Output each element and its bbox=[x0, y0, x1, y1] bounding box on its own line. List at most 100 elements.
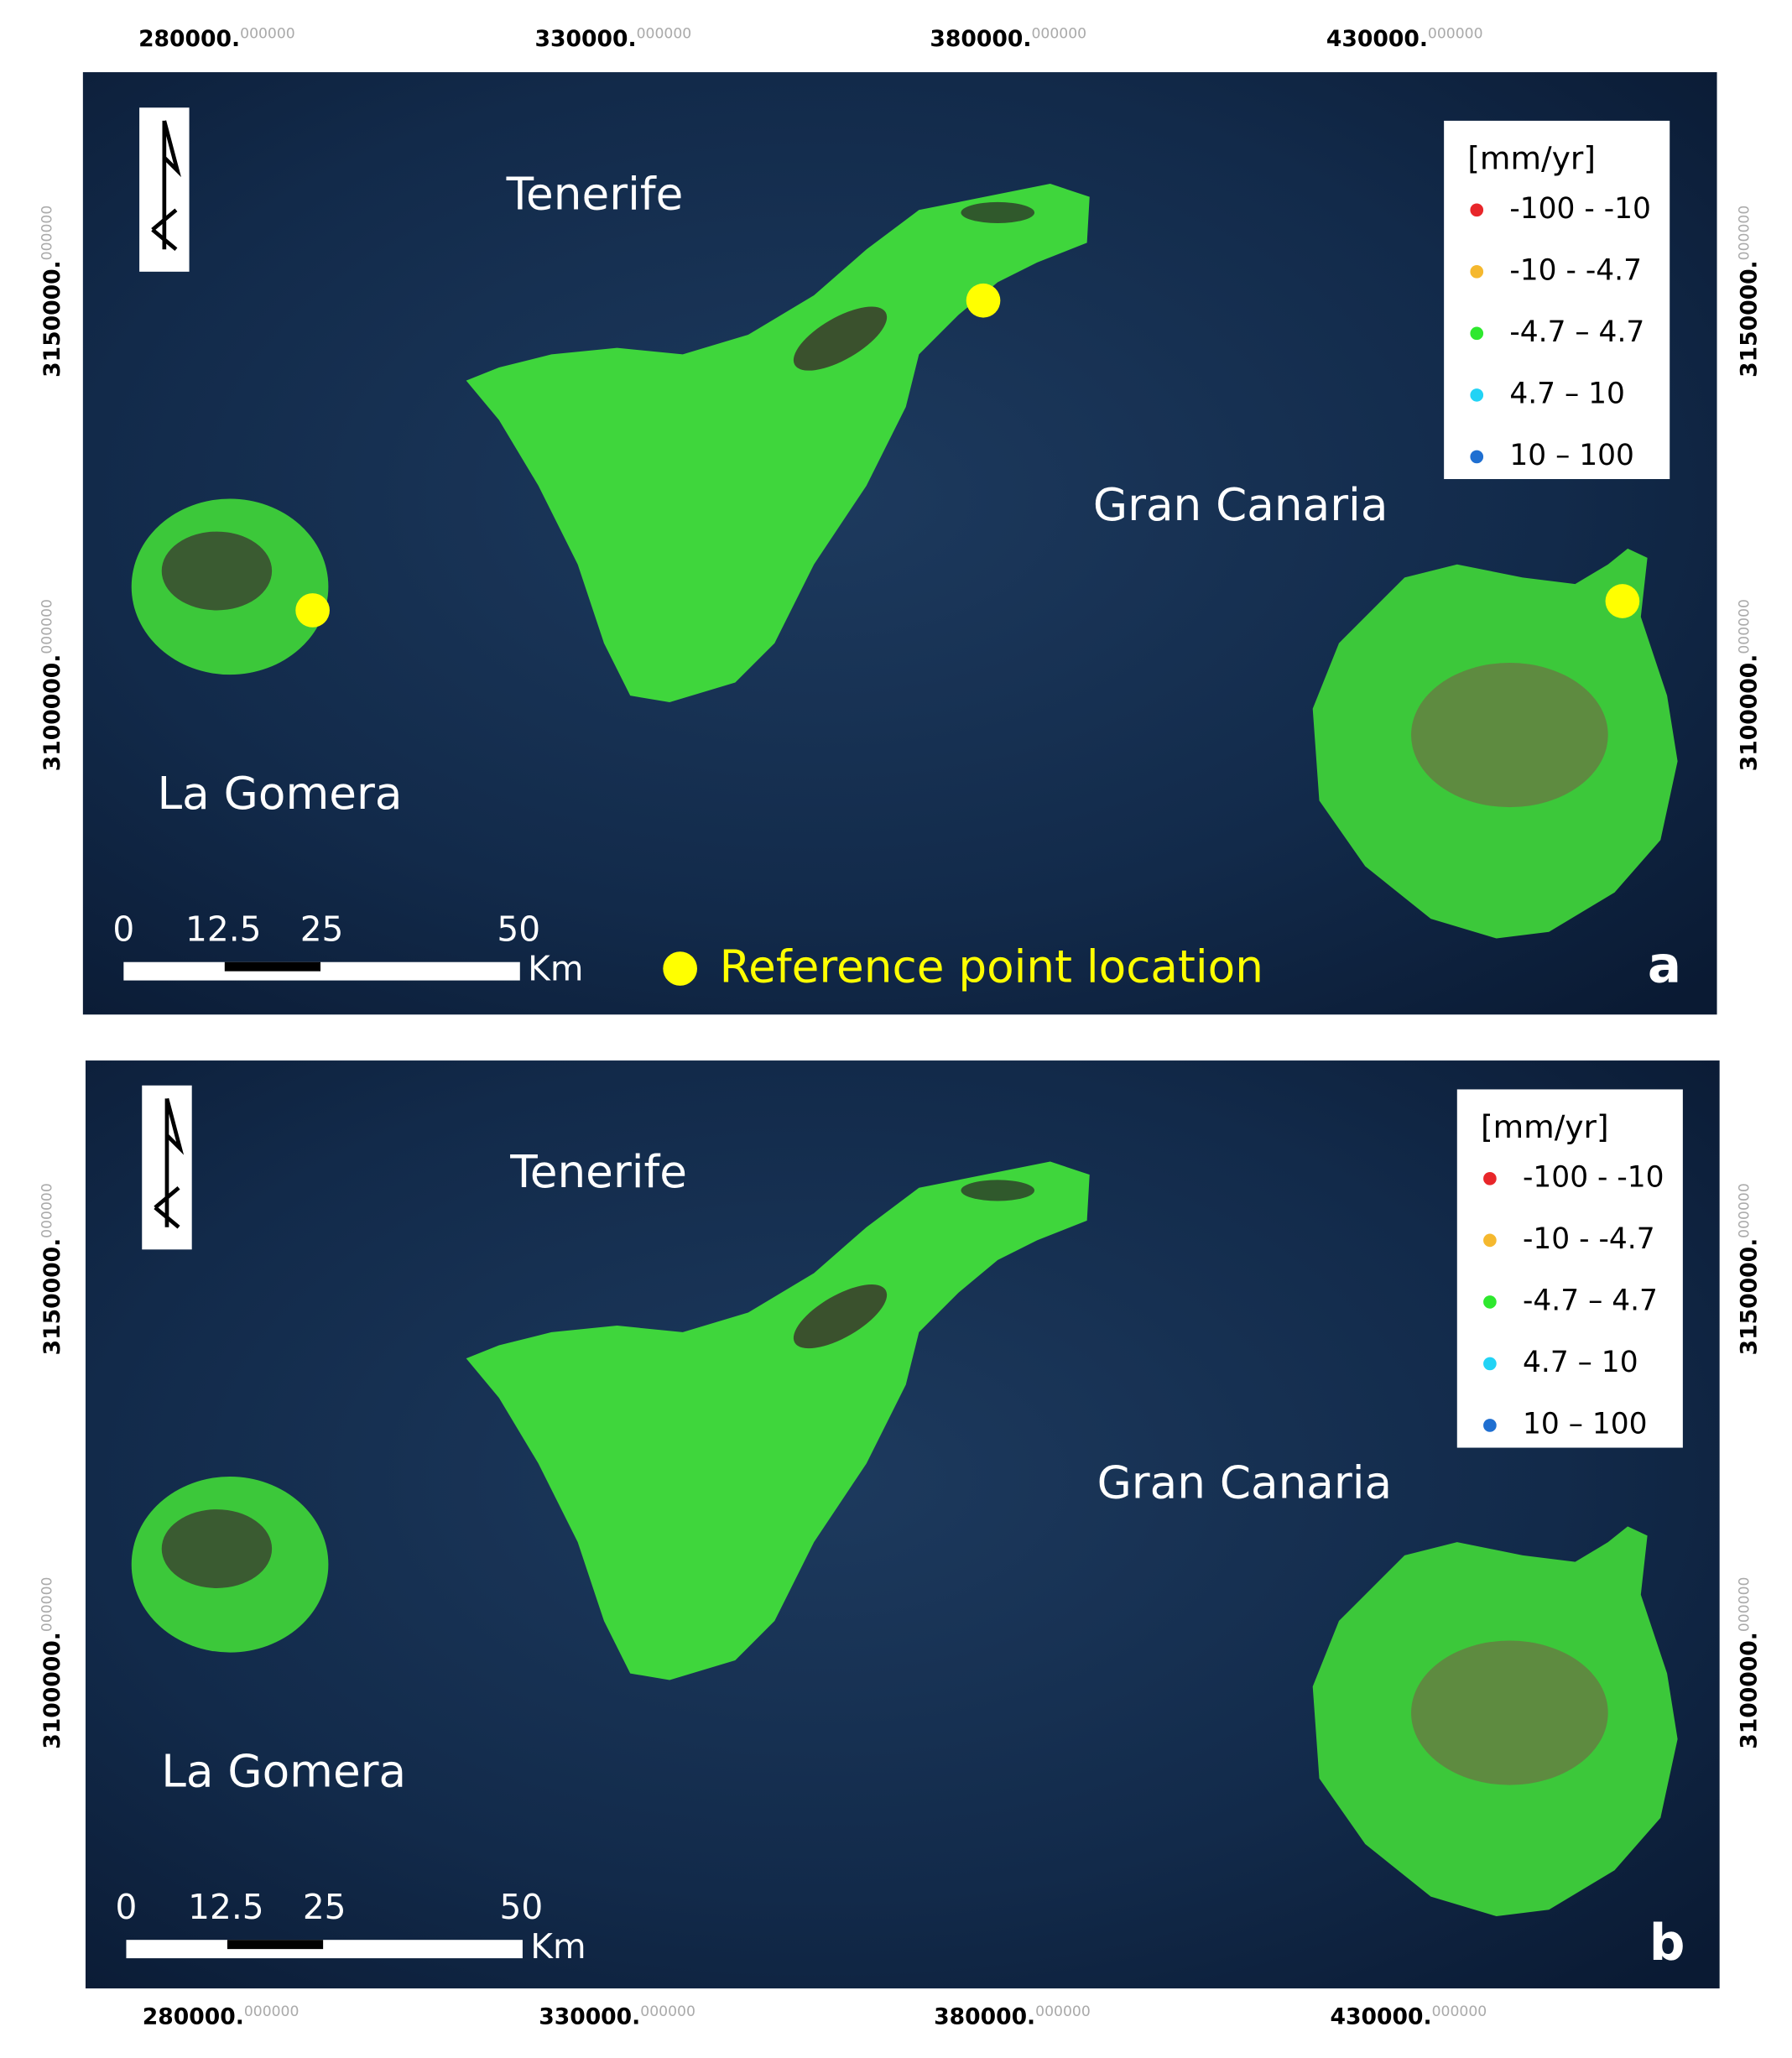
legend-label: -4.7 – 4.7 bbox=[1509, 315, 1644, 349]
legend-label: -4.7 – 4.7 bbox=[1523, 1284, 1658, 1317]
coordinate-label: 3150000.000000 bbox=[39, 206, 65, 378]
legend-swatch bbox=[1470, 326, 1484, 341]
reference-label: Reference point location bbox=[720, 941, 1263, 993]
coordinate-label: 280000.000000 bbox=[143, 2003, 300, 2029]
coordinate-decimals: 000000 bbox=[1736, 1577, 1753, 1633]
coordinate-main: 330000. bbox=[535, 25, 637, 51]
legend-title: [mm/yr] bbox=[1481, 1108, 1609, 1145]
scale-label: 25 bbox=[303, 1887, 346, 1927]
coordinate-label: 3150000.000000 bbox=[1736, 206, 1762, 378]
island-label: Gran Canaria bbox=[1097, 1457, 1393, 1509]
legend-swatch bbox=[1483, 1233, 1497, 1248]
legend-swatch bbox=[1470, 265, 1484, 279]
coordinate-label: 3100000.000000 bbox=[39, 1577, 65, 1749]
island-label: Tenerife bbox=[509, 1146, 687, 1198]
reference-point bbox=[1605, 584, 1640, 618]
legend-label: 10 – 100 bbox=[1509, 439, 1634, 472]
scale-label: 50 bbox=[499, 1887, 543, 1927]
coordinate-decimals: 000000 bbox=[1031, 26, 1086, 43]
north-arrow bbox=[139, 107, 189, 272]
coordinate-label: 280000.000000 bbox=[138, 25, 295, 51]
coordinate-main: 3100000. bbox=[39, 1632, 65, 1749]
coordinate-main: 380000. bbox=[934, 2003, 1035, 2029]
scale-label: 12.5 bbox=[188, 1887, 264, 1927]
legend-title: [mm/yr] bbox=[1467, 139, 1596, 176]
scale-label: 25 bbox=[300, 909, 344, 950]
panel-letter: a bbox=[1648, 937, 1681, 995]
reference-key bbox=[663, 951, 697, 986]
legend-label: 4.7 – 10 bbox=[1523, 1346, 1638, 1379]
legend-swatch bbox=[1470, 203, 1484, 217]
coordinate-decimals: 000000 bbox=[39, 599, 56, 654]
map-panel: 280000.000000 330000.000000 380000.000000 4… bbox=[39, 1060, 1762, 2029]
scale-label: 12.5 bbox=[185, 909, 262, 950]
coordinate-main: 430000. bbox=[1331, 2003, 1432, 2029]
coordinate-decimals: 000000 bbox=[1736, 599, 1753, 654]
legend-label: -10 - -4.7 bbox=[1509, 253, 1642, 287]
island-label: La Gomera bbox=[161, 1746, 406, 1798]
coordinate-decimals: 000000 bbox=[1428, 26, 1483, 43]
coordinate-label: 430000.000000 bbox=[1326, 25, 1483, 51]
coordinate-decimals: 000000 bbox=[39, 1577, 56, 1633]
coordinate-decimals: 000000 bbox=[1035, 2003, 1091, 2020]
coordinate-decimals: 000000 bbox=[39, 206, 56, 261]
legend-swatch bbox=[1483, 1357, 1497, 1371]
scale-label: 0 bbox=[116, 1887, 138, 1927]
north-arrow bbox=[142, 1086, 191, 1250]
coordinate-label: 3100000.000000 bbox=[39, 599, 65, 771]
coordinate-main: 280000. bbox=[143, 2003, 244, 2029]
coordinate-decimals: 000000 bbox=[637, 26, 692, 43]
legend-swatch bbox=[1483, 1172, 1497, 1185]
legend-swatch bbox=[1470, 450, 1484, 464]
scale-unit: Km bbox=[528, 949, 583, 989]
coordinate-main: 3150000. bbox=[39, 1238, 65, 1356]
panel-letter: b bbox=[1649, 1915, 1685, 1972]
coordinate-decimals: 000000 bbox=[1736, 206, 1753, 261]
map-panel: 280000.000000 330000.000000 380000.000000 4… bbox=[39, 25, 1762, 1015]
coordinate-main: 430000. bbox=[1326, 25, 1428, 51]
scale-bar-segment bbox=[224, 961, 321, 972]
coordinate-main: 3150000. bbox=[1736, 1238, 1762, 1356]
coordinate-decimals: 000000 bbox=[640, 2003, 695, 2020]
coordinate-main: 3100000. bbox=[39, 654, 65, 772]
island-label: Tenerife bbox=[506, 168, 684, 220]
coordinate-decimals: 000000 bbox=[1432, 2003, 1487, 2020]
legend-label: -10 - -4.7 bbox=[1523, 1222, 1655, 1256]
island-label: La Gomera bbox=[158, 768, 403, 820]
legend-label: 10 – 100 bbox=[1523, 1407, 1648, 1441]
coordinate-main: 3150000. bbox=[1736, 260, 1762, 378]
scale-bar bbox=[126, 1940, 523, 1959]
coordinate-main: 3100000. bbox=[1736, 654, 1762, 772]
legend-box bbox=[1456, 1089, 1683, 1448]
coordinate-label: 380000.000000 bbox=[934, 2003, 1091, 2029]
scale-bar bbox=[123, 961, 520, 981]
legend-label: -100 - -10 bbox=[1509, 192, 1651, 226]
coordinate-main: 280000. bbox=[138, 25, 240, 51]
coordinate-main: 3150000. bbox=[39, 260, 65, 378]
reference-point bbox=[295, 593, 330, 628]
coordinate-decimals: 000000 bbox=[240, 26, 295, 43]
coordinate-main: 330000. bbox=[539, 2003, 640, 2029]
legend-swatch bbox=[1483, 1295, 1497, 1309]
reference-point bbox=[966, 283, 1001, 318]
coordinate-label: 3100000.000000 bbox=[1736, 599, 1762, 771]
legend-label: -100 - -10 bbox=[1523, 1160, 1664, 1194]
scale-label: 0 bbox=[112, 909, 134, 950]
legend-box bbox=[1444, 120, 1670, 480]
coordinate-label: 380000.000000 bbox=[930, 25, 1086, 51]
legend-label: 4.7 – 10 bbox=[1509, 377, 1625, 410]
legend-swatch bbox=[1483, 1419, 1497, 1432]
coordinate-decimals: 000000 bbox=[39, 1183, 56, 1238]
coordinate-label: 330000.000000 bbox=[535, 25, 692, 51]
coordinate-label: 3100000.000000 bbox=[1736, 1577, 1762, 1749]
coordinate-label: 330000.000000 bbox=[539, 2003, 695, 2029]
scale-unit: Km bbox=[530, 1926, 586, 1967]
coordinate-decimals: 000000 bbox=[244, 2003, 300, 2020]
legend-swatch bbox=[1470, 388, 1484, 402]
coordinate-label: 3150000.000000 bbox=[39, 1183, 65, 1355]
coordinate-main: 3100000. bbox=[1736, 1632, 1762, 1749]
coordinate-main: 380000. bbox=[930, 25, 1031, 51]
scale-label: 50 bbox=[497, 909, 540, 950]
